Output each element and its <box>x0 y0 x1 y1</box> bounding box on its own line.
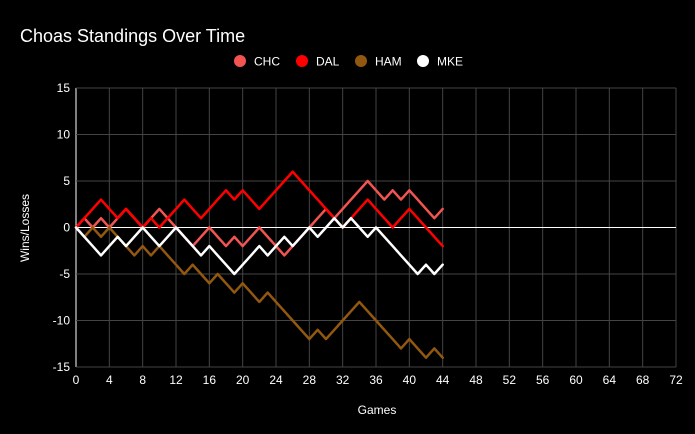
y-axis-title: Wins/Losses <box>18 194 32 262</box>
series-line-dal <box>74 170 444 248</box>
x-tick-label: 48 <box>469 373 483 387</box>
x-tick-label: 28 <box>303 373 317 387</box>
x-tick-label: 60 <box>569 373 583 387</box>
x-tick-label: 36 <box>369 373 383 387</box>
legend-label-mke: MKE <box>437 55 463 69</box>
legend: CHC DAL HAM MKE <box>234 55 463 69</box>
legend-marker-ham <box>355 55 367 67</box>
chart-title: Choas Standings Over Time <box>20 26 245 46</box>
y-tick-label: -15 <box>53 360 71 374</box>
x-tick-label: 40 <box>403 373 417 387</box>
x-tick-label: 64 <box>603 373 617 387</box>
y-tick-label: 0 <box>63 221 70 235</box>
x-tick-label: 20 <box>236 373 250 387</box>
series-line-chc <box>74 179 444 257</box>
x-tick-label: 8 <box>139 373 146 387</box>
legend-label-chc: CHC <box>254 55 280 69</box>
x-tick-label: 0 <box>73 373 80 387</box>
x-tick-label: 12 <box>169 373 183 387</box>
y-tick-label: 5 <box>63 174 70 188</box>
legend-label-ham: HAM <box>375 55 402 69</box>
x-tick-label: 56 <box>536 373 550 387</box>
series-lines <box>74 170 444 359</box>
legend-marker-mke <box>417 55 429 67</box>
series-line-mke <box>74 216 444 276</box>
series-line-ham <box>74 226 444 359</box>
y-tick-label: -10 <box>53 314 71 328</box>
y-tick-label: -5 <box>59 267 70 281</box>
legend-marker-chc <box>234 55 246 67</box>
x-tick-label: 68 <box>636 373 650 387</box>
x-tick-label: 32 <box>336 373 350 387</box>
x-tick-label: 16 <box>203 373 217 387</box>
y-tick-label: 15 <box>57 81 71 95</box>
legend-label-dal: DAL <box>316 55 340 69</box>
x-tick-label: 44 <box>436 373 450 387</box>
x-tick-label: 52 <box>503 373 517 387</box>
x-axis-title: Games <box>358 403 397 417</box>
axis-ticks: 0 4 8 12 16 20 24 28 32 36 40 44 48 52 56 60 64 68 7215105… <box>53 81 683 387</box>
x-tick-label: 24 <box>269 373 283 387</box>
x-tick-label: 4 <box>106 373 113 387</box>
y-tick-label: 10 <box>57 128 71 142</box>
legend-marker-dal <box>296 55 308 67</box>
x-tick-label: 72 <box>669 373 683 387</box>
